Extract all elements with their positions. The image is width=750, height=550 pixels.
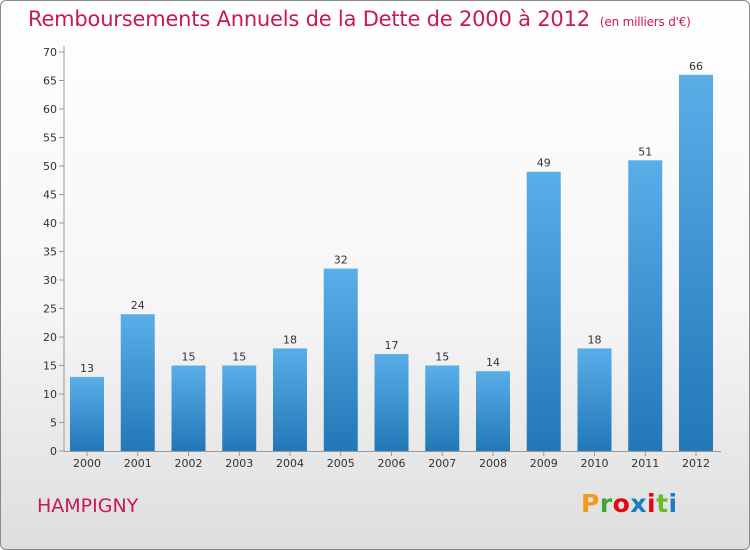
chart-axes: 0 5 10 15 20 25 30 35 40 45 50 55 60 65 70 2000 2001 2002… [43, 46, 721, 470]
data-label-2011: 51 [638, 145, 652, 158]
data-label-2005: 32 [334, 254, 348, 267]
proxiti-logo: Proxiti [581, 489, 678, 518]
bar-2004 [273, 348, 307, 451]
x-tick-label-2003: 2003 [225, 457, 253, 470]
y-tick-label: 60 [43, 103, 57, 116]
data-label-2009: 49 [537, 157, 551, 170]
x-tick-label-2005: 2005 [327, 457, 355, 470]
x-tick-label-2006: 2006 [378, 457, 406, 470]
chart-subtitle: (en milliers d'€) [599, 15, 691, 29]
bar-2006 [374, 354, 409, 451]
x-tick-label-2011: 2011 [631, 457, 659, 470]
x-tick-label-2008: 2008 [479, 457, 507, 470]
x-tick-label-2009: 2009 [530, 457, 558, 470]
y-tick-label: 5 [50, 417, 57, 430]
x-tick-label-2007: 2007 [428, 457, 456, 470]
y-tick-label: 70 [43, 46, 57, 59]
x-tick-label-2004: 2004 [276, 457, 304, 470]
x-tick-label-2000: 2000 [73, 457, 101, 470]
x-tick-label-2010: 2010 [581, 457, 609, 470]
y-tick-label: 45 [43, 189, 57, 202]
data-label-2008: 14 [486, 356, 500, 369]
x-tick-label-2002: 2002 [175, 457, 203, 470]
data-label-2001: 24 [131, 299, 145, 312]
y-tick-label: 10 [43, 388, 57, 401]
data-label-2012: 66 [689, 60, 703, 73]
y-tick-label: 15 [43, 360, 57, 373]
y-tick-label: 20 [43, 331, 57, 344]
data-label-2002: 15 [182, 351, 196, 364]
bar-2002 [171, 365, 206, 451]
bar-2007 [425, 365, 460, 451]
y-tick-label: 40 [43, 217, 57, 230]
y-tick-label: 35 [43, 246, 57, 259]
data-label-2004: 18 [283, 333, 297, 346]
bar-2009 [526, 171, 561, 451]
bar-2003 [222, 365, 257, 451]
data-label-2007: 15 [435, 351, 449, 364]
bar-2010 [577, 348, 612, 451]
y-tick-label: 0 [50, 445, 57, 458]
bar-2001 [120, 314, 155, 451]
x-tick-label-2001: 2001 [124, 457, 152, 470]
bar-2012 [679, 74, 713, 452]
x-tick-label-2012: 2012 [682, 457, 710, 470]
y-tick-label: 25 [43, 303, 57, 316]
bar-2005 [323, 268, 358, 451]
bar-2011 [628, 160, 663, 452]
y-tick-label: 55 [43, 132, 57, 145]
data-label-2006: 17 [385, 339, 399, 352]
y-tick-label: 50 [43, 160, 57, 173]
bar-2000 [70, 376, 104, 451]
y-tick-label: 30 [43, 274, 57, 287]
chart-bars: 13 24 15 15 18 32 17 15 14 49 18 51 66 [70, 60, 713, 452]
data-label-2003: 15 [232, 351, 246, 364]
chart-title: Remboursements Annuels de la Dette de 20… [28, 7, 691, 31]
data-label-2010: 18 [588, 333, 602, 346]
bar-2008 [476, 371, 510, 451]
commune-name: HAMPIGNY [37, 495, 139, 517]
data-label-2000: 13 [80, 362, 94, 375]
y-tick-label: 65 [43, 75, 57, 88]
